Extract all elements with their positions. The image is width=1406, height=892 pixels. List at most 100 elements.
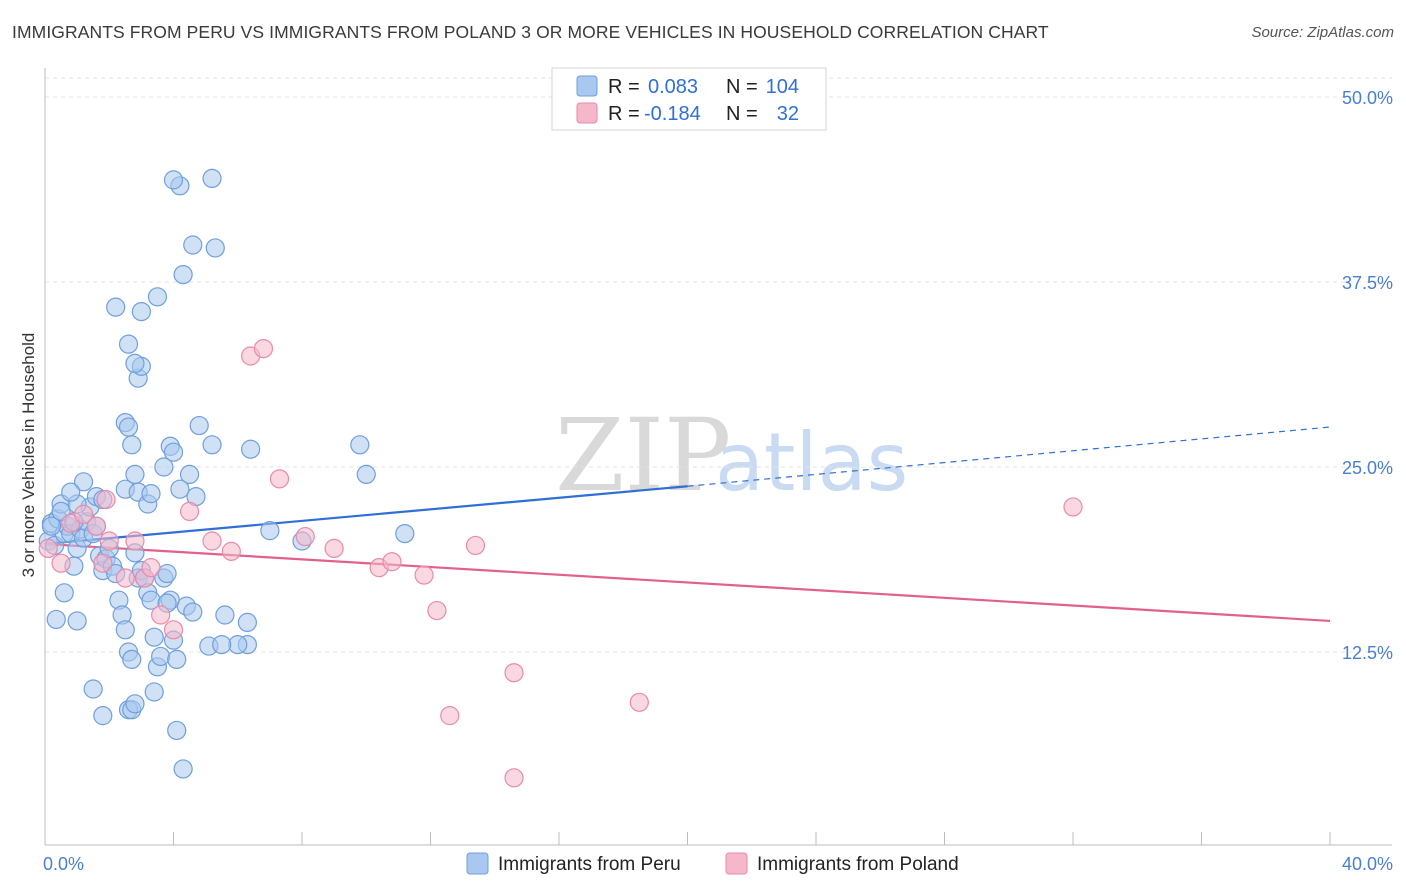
peru-point bbox=[173, 265, 193, 285]
peru-point bbox=[151, 646, 171, 667]
peru-point bbox=[46, 609, 66, 630]
legend-r-label-peru: R = bbox=[608, 76, 640, 98]
peru-point bbox=[170, 479, 190, 499]
poland-point bbox=[1063, 497, 1083, 517]
peru-point bbox=[147, 287, 168, 307]
chart-title: IMMIGRANTS FROM PERU VS IMMIGRANTS FROM … bbox=[12, 22, 1049, 42]
poland-point bbox=[629, 692, 649, 712]
y-tick-label: 37.5% bbox=[1342, 273, 1393, 293]
peru-point bbox=[163, 442, 184, 462]
peru-point bbox=[122, 649, 142, 670]
poland-point bbox=[465, 535, 486, 556]
y-tick-label: 50.0% bbox=[1342, 88, 1393, 108]
peru-point bbox=[125, 464, 145, 484]
peru-point bbox=[356, 464, 376, 484]
legend-swatch-peru bbox=[576, 75, 598, 97]
peru-point bbox=[260, 521, 280, 541]
peru-point bbox=[144, 682, 164, 702]
poland-point bbox=[382, 552, 402, 572]
correlation-legend: R = 0.083 N = 104 R = -0.184 N = 32 bbox=[551, 67, 827, 131]
peru-point bbox=[115, 620, 135, 640]
poland-point bbox=[99, 531, 119, 551]
peru-point bbox=[141, 484, 161, 504]
series-legend-swatch-peru bbox=[466, 852, 489, 875]
legend-swatch-poland bbox=[576, 102, 598, 124]
peru-trend-extension bbox=[687, 426, 1331, 487]
series-legend-swatch-poland bbox=[725, 852, 748, 875]
poland-trend-line bbox=[44, 542, 1331, 623]
peru-point bbox=[350, 435, 370, 455]
peru-point bbox=[167, 649, 187, 670]
peru-point bbox=[202, 435, 222, 455]
poland-point bbox=[253, 339, 274, 359]
poland-point bbox=[93, 553, 113, 573]
legend-box bbox=[551, 67, 827, 131]
peru-point bbox=[189, 415, 209, 436]
legend-n-label-peru: N = bbox=[726, 76, 758, 98]
y-tick-label: 12.5% bbox=[1342, 643, 1393, 663]
y-tick-labels: 12.5% 25.0% 37.5% 50.0% bbox=[1342, 88, 1393, 663]
poland-point bbox=[504, 768, 524, 788]
peru-point bbox=[183, 602, 203, 622]
poland-point bbox=[295, 526, 315, 547]
series-legend-label-poland: Immigrants from Poland bbox=[757, 854, 959, 875]
peru-point bbox=[131, 302, 151, 322]
peru-point bbox=[167, 720, 187, 741]
poland-point bbox=[96, 489, 116, 510]
y-axis-label: 3 or more Vehicles in Household bbox=[19, 333, 38, 578]
poland-point bbox=[221, 541, 241, 561]
legend-r-value-poland: -0.184 bbox=[644, 103, 701, 125]
poland-point bbox=[427, 600, 447, 621]
legend-r-label-poland: R = bbox=[608, 103, 640, 125]
data-points bbox=[38, 168, 1083, 788]
peru-point bbox=[395, 523, 415, 544]
poland-point bbox=[125, 531, 145, 551]
legend-n-label-poland: N = bbox=[726, 103, 758, 125]
x-tick-label: 0.0% bbox=[43, 854, 84, 874]
peru-point bbox=[144, 627, 164, 647]
poland-point bbox=[73, 504, 94, 524]
series-legend-label-peru: Immigrants from Peru bbox=[498, 854, 681, 875]
poland-point bbox=[163, 620, 184, 640]
watermark-atlas: atlas bbox=[715, 416, 908, 509]
peru-point bbox=[54, 583, 74, 603]
peru-point bbox=[83, 679, 103, 699]
peru-point bbox=[118, 334, 139, 354]
legend-n-value-peru: 104 bbox=[766, 76, 799, 98]
series-legend: Immigrants from Peru Immigrants from Pol… bbox=[466, 852, 959, 875]
poland-point bbox=[38, 538, 58, 559]
peru-point bbox=[106, 297, 126, 317]
poland-point bbox=[414, 565, 434, 585]
peru-point bbox=[212, 634, 232, 655]
gridlines bbox=[45, 77, 1392, 653]
peru-point bbox=[125, 694, 145, 714]
peru-point bbox=[215, 605, 235, 625]
legend-n-value-poland: 32 bbox=[777, 103, 799, 125]
peru-point bbox=[93, 706, 113, 726]
peru-point bbox=[237, 612, 257, 633]
poland-point bbox=[504, 663, 524, 683]
x-tick-labels: 0.0% 40.0% bbox=[43, 854, 1393, 874]
poland-point bbox=[151, 605, 171, 625]
peru-point bbox=[202, 168, 222, 188]
peru-point bbox=[157, 563, 177, 584]
poland-point bbox=[269, 469, 290, 489]
x-tick-label: 40.0% bbox=[1342, 854, 1393, 874]
poland-point bbox=[324, 538, 344, 559]
peru-point bbox=[154, 457, 174, 477]
trend-lines bbox=[44, 426, 1331, 623]
axes bbox=[44, 68, 1392, 846]
peru-point bbox=[205, 238, 225, 258]
peru-point bbox=[125, 353, 145, 373]
peru-point bbox=[73, 472, 94, 492]
peru-point bbox=[183, 235, 203, 255]
peru-point bbox=[122, 435, 142, 455]
peru-point bbox=[179, 464, 200, 484]
poland-point bbox=[51, 553, 71, 573]
poland-point bbox=[115, 568, 135, 588]
poland-point bbox=[440, 706, 460, 726]
poland-point bbox=[141, 558, 161, 578]
poland-point bbox=[202, 531, 222, 551]
peru-point bbox=[67, 611, 87, 631]
